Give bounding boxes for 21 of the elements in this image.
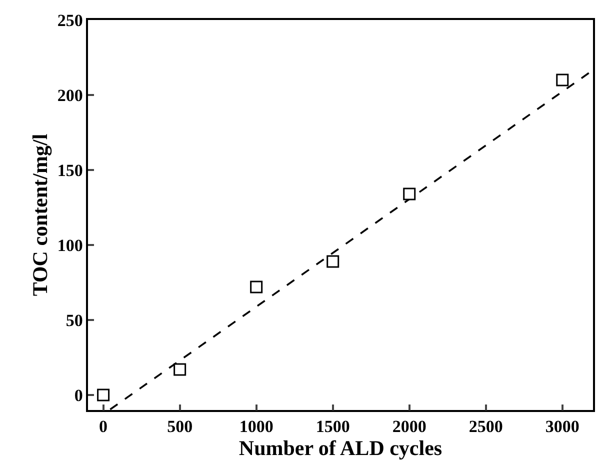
point — [97, 388, 110, 402]
y-tick-label: 250 — [57, 10, 83, 30]
x-tick-label: 2000 — [392, 417, 426, 436]
x-tick-label: 2500 — [468, 417, 503, 436]
y-axis-title: TOC content/mg/l — [28, 134, 52, 296]
y-tick-label: 150 — [57, 160, 83, 180]
point — [556, 74, 569, 86]
y-tick-label: 200 — [57, 86, 83, 105]
x-tick-label: 1500 — [316, 417, 350, 436]
x-tick-label: 3000 — [545, 417, 580, 436]
x-tick-label: 500 — [167, 417, 193, 436]
x-axis-title: Number of ALD cycles — [238, 436, 442, 460]
point — [174, 363, 186, 376]
point — [403, 188, 416, 200]
point — [250, 280, 263, 294]
y-tick-label: 0 — [74, 386, 83, 405]
x-tick-label: 1000 — [239, 417, 274, 436]
point — [326, 255, 340, 268]
y-tick-label: 50 — [66, 310, 83, 330]
x-tick-label: 0 — [99, 417, 108, 436]
y-tick-label: 100 — [57, 236, 83, 255]
